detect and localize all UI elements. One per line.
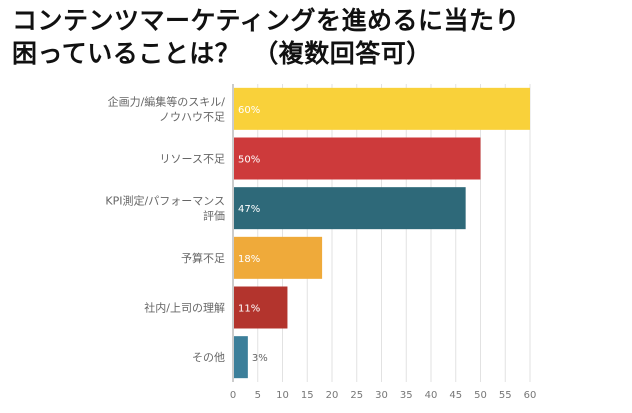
chart-title-line-1: コンテンツマーケティングを進めるに当たり xyxy=(12,6,521,35)
bar-value-label: 60% xyxy=(238,105,260,116)
bar xyxy=(234,286,288,329)
category-label-line: リソース不足 xyxy=(160,153,225,166)
chart-title: コンテンツマーケティングを進めるに当たり 困っていることは？ （複数回答可） xyxy=(12,4,520,70)
category-label: 社内/上司の理解 xyxy=(144,301,225,315)
bar xyxy=(234,87,530,130)
category-label-line: KPI測定/パフォーマンス xyxy=(105,194,225,208)
x-tick-label: 25 xyxy=(350,390,363,401)
x-tick-label: 55 xyxy=(499,390,512,401)
bar-value-label: 47% xyxy=(238,204,260,215)
x-tick-label: 45 xyxy=(449,390,462,401)
bar-value-label: 50% xyxy=(238,155,260,166)
bar-value-label: 11% xyxy=(238,304,260,315)
bar-value-label: 18% xyxy=(238,254,260,265)
x-tick-label: 30 xyxy=(375,390,388,401)
category-label: 企画力/編集等のスキル/ノウハウ不足 xyxy=(108,94,226,123)
chart-title-line-2: 困っていることは？ （複数回答可） xyxy=(12,39,432,68)
category-label: その他 xyxy=(192,351,225,364)
x-tick-label: 15 xyxy=(301,390,314,401)
bar xyxy=(234,236,323,279)
category-label-line: 評価 xyxy=(203,209,225,223)
bar xyxy=(234,137,481,180)
x-tick-label: 0 xyxy=(230,390,236,401)
x-tick-label: 5 xyxy=(255,390,261,401)
bar xyxy=(234,187,466,230)
category-label: KPI測定/パフォーマンス評価 xyxy=(105,194,225,223)
category-label-line: 予算不足 xyxy=(181,251,225,265)
category-label-line: その他 xyxy=(192,351,225,364)
category-label: リソース不足 xyxy=(160,153,225,166)
bar-value-label: 3% xyxy=(252,353,268,364)
x-tick-label: 35 xyxy=(400,390,413,401)
x-tick-label: 40 xyxy=(425,390,438,401)
x-tick-label: 50 xyxy=(474,390,487,401)
bar xyxy=(234,336,248,379)
x-tick-label: 20 xyxy=(326,390,339,401)
category-label-line: ノウハウ不足 xyxy=(159,110,225,123)
x-tick-label: 60 xyxy=(524,390,537,401)
category-label-line: 社内/上司の理解 xyxy=(144,301,225,315)
x-tick-label: 10 xyxy=(276,390,289,401)
category-label: 予算不足 xyxy=(181,251,225,265)
category-label-line: 企画力/編集等のスキル/ xyxy=(108,94,226,108)
